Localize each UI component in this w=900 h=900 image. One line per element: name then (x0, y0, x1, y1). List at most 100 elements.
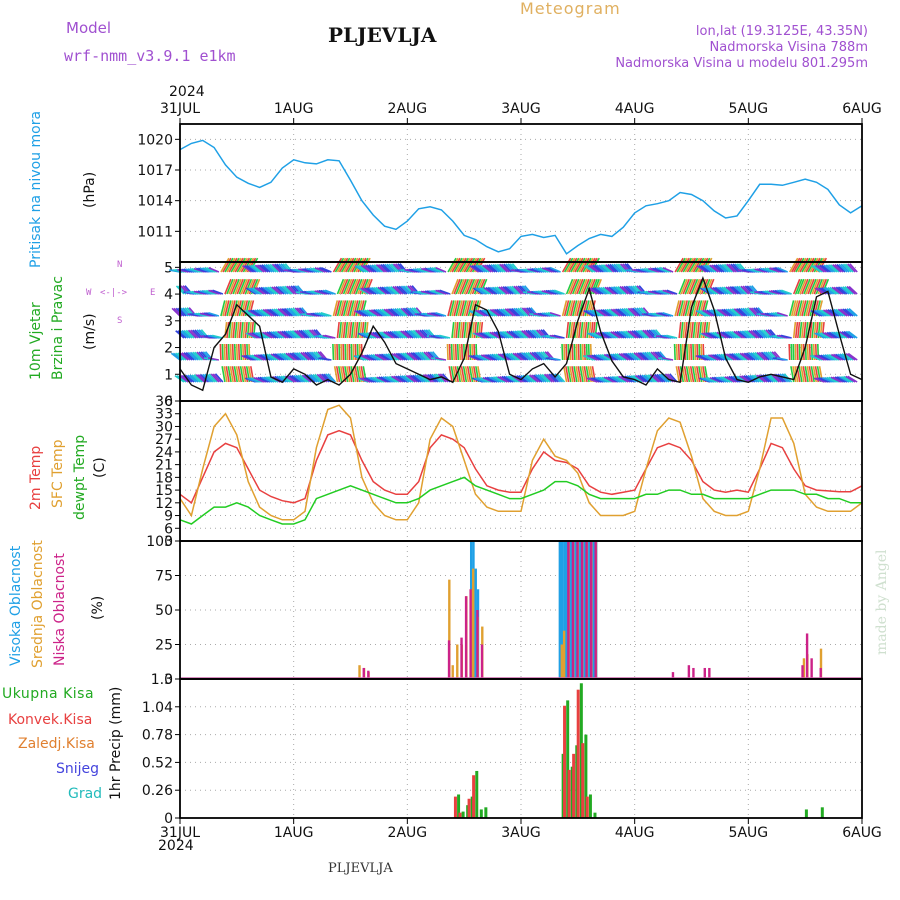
wind-arrow (795, 300, 801, 317)
precip-bar (458, 812, 462, 818)
wind-arrow (502, 308, 512, 317)
wind-arrow (795, 257, 805, 273)
wind-arrow (700, 278, 709, 295)
wind-arrow (844, 286, 854, 295)
wind-arrow (725, 286, 735, 295)
wind-arrow (449, 300, 455, 317)
wind-arrow (312, 373, 322, 383)
wind-arrow (459, 278, 467, 295)
wind-arrow (593, 354, 604, 361)
wind-arrow (601, 331, 613, 339)
wind-arrow (350, 366, 355, 383)
wind-arrow (455, 257, 465, 273)
wind-arrow (490, 376, 502, 383)
wind-arrow (459, 257, 469, 273)
wind-arrow (251, 377, 263, 383)
wind-arrow (516, 330, 527, 339)
wind-arrow (488, 264, 498, 273)
wind-arrow (277, 308, 287, 317)
wind-arrow (573, 366, 578, 383)
wind-arrow (576, 278, 584, 295)
wind-arrow (703, 354, 715, 361)
wind-arrow (605, 264, 615, 273)
wind-arrow (724, 353, 735, 361)
wind-arrow (590, 264, 600, 273)
wind-arrow (332, 257, 343, 273)
wind-arrow (720, 376, 731, 383)
wind-arrow (660, 373, 670, 383)
wind-arrow (254, 309, 265, 317)
wind-arrow (583, 265, 594, 273)
wind-arrow (262, 353, 273, 361)
wind-arrow (324, 334, 336, 339)
wind-arrow (368, 354, 379, 361)
wind-arrow (470, 354, 482, 361)
wind-arrow (274, 353, 285, 361)
wind-arrow (520, 374, 531, 383)
wind-arrow (490, 264, 500, 273)
wind-arrow (742, 285, 752, 295)
wind-arrow (825, 309, 836, 317)
wind-arrow (580, 322, 584, 339)
wind-arrow (623, 307, 633, 317)
wind-arrow (210, 373, 220, 383)
wind-arrow (176, 375, 187, 383)
wind-arrow (459, 300, 465, 317)
y-tick-label: 0 (164, 394, 173, 410)
x-tick-label: 2AUG (388, 825, 428, 841)
wind-arrow (644, 329, 654, 339)
wind-arrow (616, 353, 627, 361)
wind-arrow (224, 300, 230, 317)
wind-arrow (571, 278, 580, 295)
wind-arrow (844, 263, 854, 273)
wind-arrow (265, 376, 277, 383)
wind-arrow (790, 343, 793, 361)
wind-arrow (473, 264, 484, 273)
wind-arrow (232, 322, 236, 339)
wind-arrow (417, 329, 426, 339)
wind-arrow (817, 264, 828, 273)
wind-arrow (476, 332, 488, 339)
wind-arrow (458, 366, 464, 383)
wind-arrow (340, 366, 345, 383)
wind-arrow (676, 300, 682, 317)
wind-arrow (716, 331, 727, 339)
wind-arrow (237, 343, 241, 361)
wind-arrow (300, 329, 310, 339)
wind-arrow (619, 308, 629, 317)
wind-arrow (451, 322, 455, 339)
wind-arrow (225, 366, 230, 383)
wind-arrow (729, 308, 740, 317)
wind-arrow (498, 286, 508, 295)
wind-arrow (773, 267, 784, 273)
wind-arrow (185, 374, 195, 383)
wind-arrow (827, 264, 838, 273)
wind-arrow (302, 351, 312, 361)
wind-arrow (179, 307, 189, 317)
wind-arrow (388, 263, 398, 273)
wind-arrow (821, 264, 832, 273)
wind-arrow (841, 353, 852, 361)
wind-arrow (690, 300, 697, 317)
wind-arrow (521, 307, 531, 317)
wind-arrow (360, 264, 371, 273)
wind-arrow (839, 331, 850, 339)
wind-arrow (710, 331, 721, 339)
wind-arrow (569, 278, 578, 295)
wind-arrow (828, 353, 840, 361)
wind-arrow (355, 300, 361, 317)
precip-bar (572, 753, 576, 818)
wind-arrow (634, 374, 645, 383)
wind-arrow (362, 332, 373, 339)
wind-arrow (389, 330, 400, 339)
wind-arrow (265, 263, 275, 273)
wind-arrow (539, 373, 549, 383)
wind-arrow (701, 354, 713, 361)
wind-arrow (726, 375, 737, 383)
wind-arrow (240, 343, 243, 361)
wind-arrow (753, 374, 764, 383)
wind-arrow (306, 374, 316, 383)
wind-arrow (792, 366, 797, 383)
wind-arrow (468, 366, 474, 383)
wind-arrow (810, 343, 814, 361)
